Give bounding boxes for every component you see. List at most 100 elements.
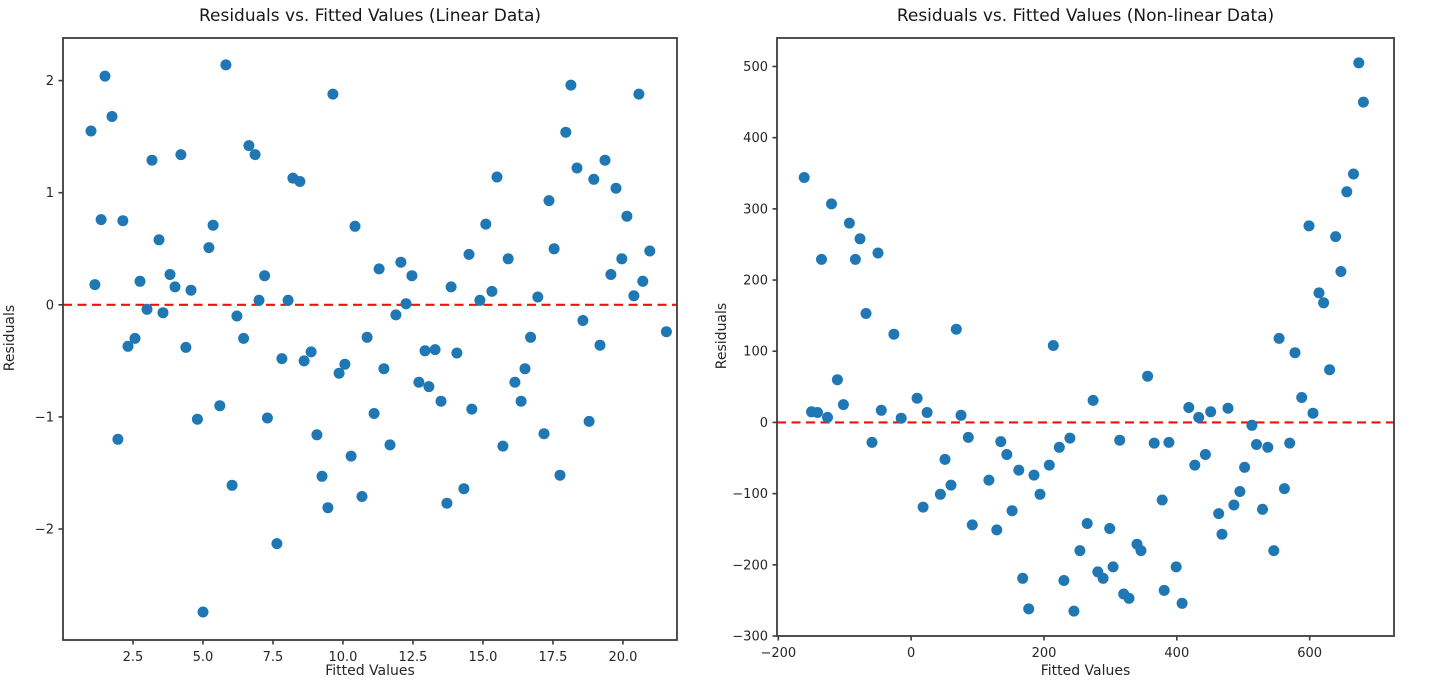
data-point bbox=[1213, 508, 1225, 520]
x-tick-label: 7.5 bbox=[263, 650, 284, 665]
data-point bbox=[1234, 486, 1246, 497]
data-point bbox=[543, 195, 555, 207]
y-tick-label: 0 bbox=[46, 298, 54, 313]
data-point bbox=[356, 491, 368, 502]
data-point bbox=[538, 428, 550, 440]
data-point bbox=[519, 363, 531, 375]
data-point bbox=[1262, 441, 1274, 453]
data-point bbox=[1273, 332, 1285, 344]
data-point bbox=[605, 269, 617, 280]
data-point bbox=[305, 346, 317, 358]
data-point bbox=[1087, 394, 1099, 406]
data-point bbox=[345, 450, 357, 462]
data-point bbox=[798, 172, 810, 183]
data-point bbox=[106, 111, 118, 122]
data-point bbox=[1053, 441, 1065, 453]
data-point bbox=[921, 407, 933, 418]
data-point bbox=[1205, 406, 1217, 418]
data-point bbox=[259, 270, 271, 282]
data-point bbox=[378, 363, 390, 375]
data-point bbox=[1104, 523, 1116, 534]
y-tick-label: −100 bbox=[732, 487, 768, 502]
y-tick-label: 500 bbox=[743, 60, 768, 75]
data-point bbox=[497, 440, 509, 452]
right-plot-title: Residuals vs. Fitted Values (Non-linear … bbox=[896, 6, 1275, 26]
data-point bbox=[1239, 461, 1251, 473]
data-point bbox=[361, 331, 373, 343]
data-point bbox=[1028, 469, 1040, 481]
data-point bbox=[207, 219, 219, 231]
data-point bbox=[311, 429, 323, 441]
data-point bbox=[419, 345, 431, 357]
data-point bbox=[991, 524, 1003, 536]
data-point bbox=[816, 253, 827, 265]
data-point bbox=[1170, 561, 1182, 573]
data-point bbox=[983, 474, 995, 486]
data-point bbox=[588, 173, 600, 185]
data-point bbox=[1303, 220, 1315, 232]
data-point bbox=[872, 247, 884, 259]
data-point bbox=[384, 439, 396, 451]
data-point bbox=[525, 331, 537, 343]
data-point bbox=[1023, 603, 1035, 615]
left-plot-title: Residuals vs. Fitted Values (Linear Data… bbox=[198, 6, 542, 26]
data-point bbox=[1324, 364, 1336, 376]
data-point bbox=[333, 367, 345, 379]
data-point bbox=[637, 275, 649, 287]
data-point bbox=[554, 469, 566, 481]
data-point bbox=[837, 399, 849, 411]
data-point bbox=[1013, 464, 1025, 476]
data-point bbox=[466, 403, 478, 415]
data-point bbox=[1074, 545, 1086, 557]
data-point bbox=[486, 285, 498, 297]
data-point bbox=[950, 323, 962, 335]
data-point bbox=[390, 309, 402, 321]
data-point bbox=[1148, 437, 1160, 449]
data-point bbox=[294, 176, 306, 187]
data-point bbox=[261, 412, 273, 424]
data-point bbox=[474, 294, 486, 306]
data-point bbox=[548, 243, 560, 255]
data-point bbox=[1216, 528, 1228, 540]
data-point bbox=[895, 412, 907, 424]
data-point bbox=[1183, 402, 1195, 413]
data-point bbox=[1193, 411, 1205, 423]
data-point bbox=[812, 407, 823, 418]
data-point bbox=[1278, 483, 1290, 495]
data-point bbox=[1307, 407, 1319, 419]
data-point bbox=[349, 220, 361, 232]
data-point bbox=[220, 59, 232, 71]
data-point bbox=[1289, 347, 1301, 359]
data-point bbox=[1284, 437, 1296, 449]
data-point bbox=[153, 234, 165, 246]
x-tick-label: 12.5 bbox=[399, 650, 428, 665]
y-tick-label: −300 bbox=[732, 630, 768, 645]
y-tick-label: −1 bbox=[35, 410, 54, 425]
data-point bbox=[560, 126, 572, 138]
data-point bbox=[660, 326, 672, 338]
x-tick-label: 17.5 bbox=[538, 650, 567, 665]
x-tick-label: 20.0 bbox=[608, 650, 637, 665]
data-point bbox=[191, 413, 203, 425]
data-point bbox=[1176, 597, 1188, 609]
data-point bbox=[406, 270, 418, 282]
data-point bbox=[1353, 57, 1365, 69]
data-point bbox=[644, 245, 656, 257]
data-point bbox=[831, 374, 843, 386]
plot-frame bbox=[62, 37, 678, 641]
data-point bbox=[849, 253, 861, 265]
x-tick-label: 15.0 bbox=[468, 650, 497, 665]
right-plot-xlabel: Fitted Values bbox=[1040, 663, 1131, 679]
x-tick-label: 10.0 bbox=[329, 650, 358, 665]
data-point bbox=[934, 488, 946, 500]
data-point bbox=[1222, 402, 1234, 414]
data-point bbox=[1043, 459, 1055, 471]
data-point bbox=[1158, 584, 1170, 596]
data-point bbox=[939, 453, 951, 465]
y-tick-label: 200 bbox=[743, 274, 768, 289]
data-point bbox=[129, 332, 141, 344]
data-point bbox=[1123, 592, 1135, 604]
right-plot-canvas: −200 0 200 400 600−300−200−10001002003004005… bbox=[732, 37, 1395, 661]
data-point bbox=[1017, 572, 1029, 584]
data-point bbox=[1047, 340, 1059, 351]
